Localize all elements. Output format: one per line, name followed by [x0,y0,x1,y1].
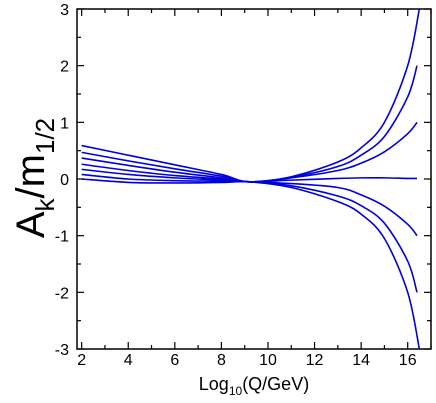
x-tick-label: 2 [77,352,86,369]
series-line-6 [81,173,418,293]
x-tick-label: 12 [306,352,324,369]
y-axis-label-sub-half: 1/2 [30,118,60,154]
x-axis-label-sub: 10 [229,384,243,398]
y-tick-label: 2 [60,59,69,76]
y-tick-label: 1 [60,115,69,132]
series-line-5 [81,168,418,237]
y-tick-label: 0 [60,172,69,189]
y-axis-label-mid: /m [9,154,53,198]
y-tick-label: 3 [60,2,69,19]
series-group [81,9,421,349]
series-line-3 [81,121,418,183]
x-tick-label: 10 [259,352,277,369]
x-tick-label: 14 [352,352,370,369]
series-line-1 [81,9,421,183]
x-axis-label: Log10(Q/GeV) [199,374,309,398]
y-tick-label: -1 [55,229,69,246]
x-tick-label: 6 [170,352,179,369]
y-axis-label: Ak/m1/2 [9,118,60,238]
y-axis-label-main: A [9,211,53,238]
x-tick-label: 8 [217,352,226,369]
series-line-2 [81,65,418,183]
series-line-7 [81,178,421,349]
x-axis-label-main: Log [199,374,229,394]
y-tick-label: -2 [55,285,69,302]
ticks-group [77,8,432,350]
x-tick-label: 4 [124,352,133,369]
series-line-4 [81,163,418,183]
x-tick-label: 16 [399,352,417,369]
y-tick-label: -3 [55,342,69,359]
x-axis-label-tail: (Q/GeV) [242,374,309,394]
y-axis-label-sub-k: k [30,197,60,211]
